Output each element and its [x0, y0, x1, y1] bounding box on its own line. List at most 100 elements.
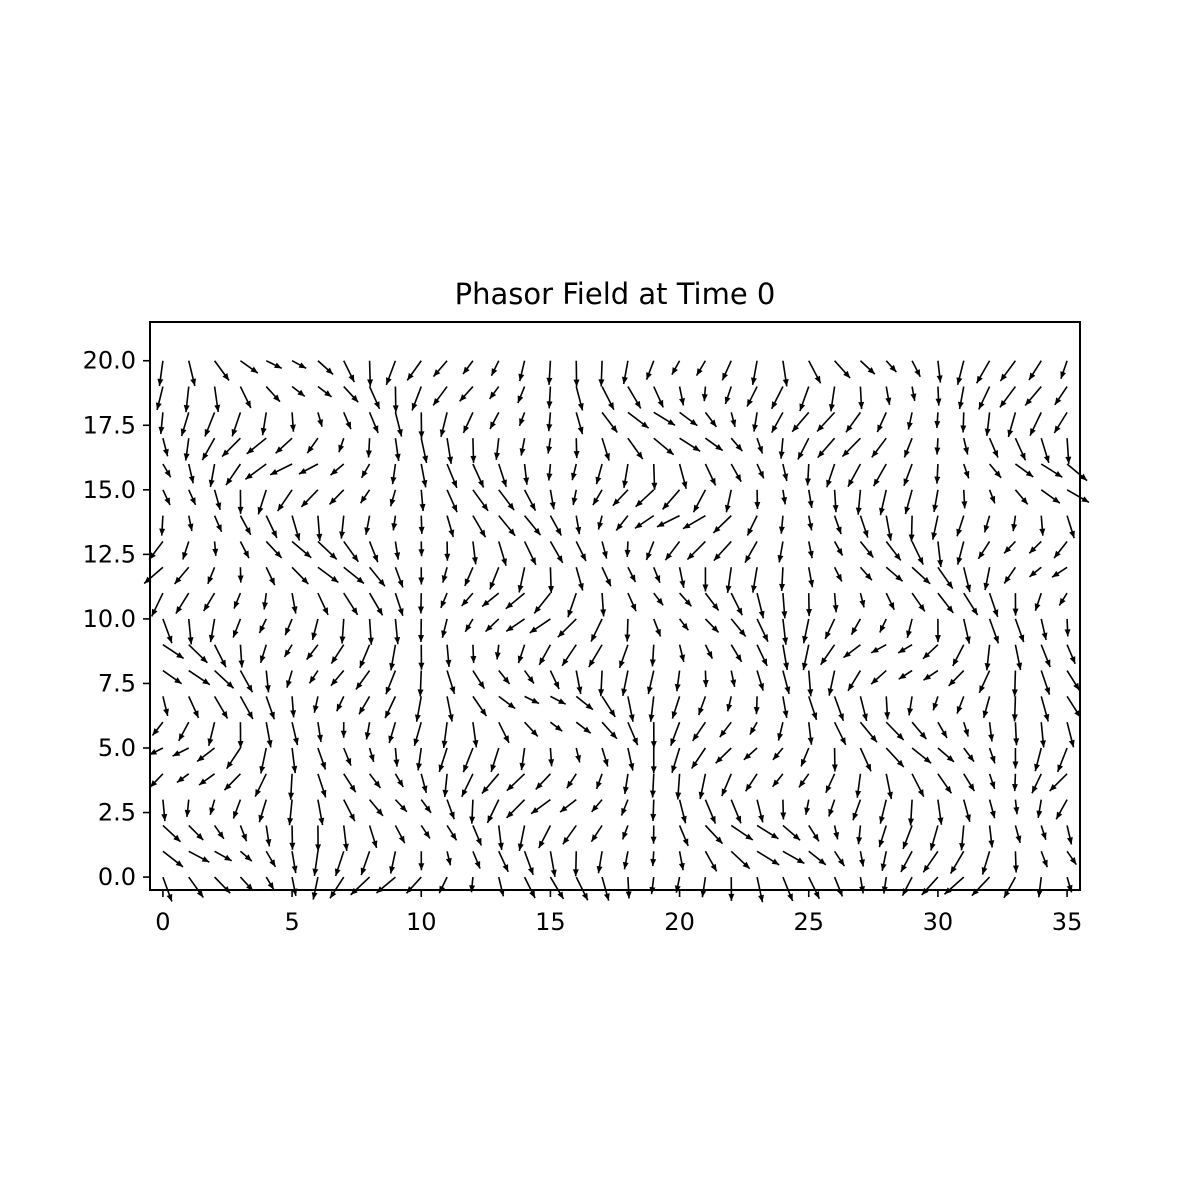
field-arrow — [601, 386, 615, 411]
field-arrow — [620, 799, 629, 816]
field-arrow — [1066, 721, 1075, 748]
field-arrow — [484, 618, 500, 633]
field-arrow — [291, 515, 301, 541]
field-arrow — [756, 437, 764, 454]
field-arrow — [678, 386, 685, 406]
field-arrow — [317, 412, 324, 427]
field-arrow — [756, 824, 779, 840]
field-arrow — [497, 463, 507, 488]
field-arrow — [590, 825, 603, 843]
field-arrow — [498, 515, 516, 537]
field-arrow — [442, 773, 449, 798]
field-arrow — [417, 593, 424, 614]
field-arrow — [417, 670, 424, 697]
field-arrow — [238, 644, 245, 668]
field-arrow — [650, 722, 657, 749]
field-arrow — [885, 592, 895, 611]
field-arrow — [446, 489, 458, 513]
field-arrow — [1040, 644, 1051, 668]
field-arrow — [365, 438, 372, 458]
field-arrow — [486, 799, 500, 824]
field-arrow — [359, 644, 371, 669]
field-arrow — [704, 850, 718, 872]
field-arrow — [232, 618, 242, 638]
field-arrow — [649, 773, 656, 798]
field-arrow — [550, 695, 567, 705]
field-arrow — [461, 773, 474, 798]
field-arrow — [446, 799, 455, 820]
field-arrow — [1014, 825, 1022, 844]
field-arrow — [312, 851, 319, 877]
field-arrow — [671, 747, 681, 774]
field-arrow — [265, 722, 273, 748]
field-arrow — [148, 540, 164, 561]
field-arrow — [385, 670, 397, 695]
field-arrow — [807, 567, 815, 588]
field-arrow — [719, 721, 732, 738]
field-arrow — [627, 437, 644, 460]
field-arrow — [911, 721, 928, 740]
x-tick-label: 0 — [155, 908, 170, 936]
field-arrow — [394, 825, 406, 844]
y-tick-label: 12.5 — [83, 540, 136, 568]
field-arrow — [690, 747, 707, 769]
field-arrow — [287, 799, 294, 826]
field-arrow — [802, 618, 810, 644]
field-arrow — [546, 438, 553, 454]
field-arrow — [782, 696, 789, 719]
field-arrow — [571, 489, 578, 506]
field-arrow — [557, 618, 577, 638]
y-tick-label: 0.0 — [98, 863, 136, 891]
field-arrow — [884, 696, 891, 720]
field-arrow — [704, 618, 720, 634]
field-arrow — [833, 515, 842, 535]
field-arrow — [778, 438, 785, 459]
field-arrow — [756, 799, 764, 823]
field-arrow — [446, 438, 454, 464]
field-arrow — [885, 773, 893, 800]
field-arrow — [343, 773, 357, 793]
field-arrow — [418, 515, 425, 534]
field-arrow — [317, 773, 327, 798]
field-arrow — [988, 722, 995, 742]
field-arrow — [746, 515, 758, 536]
field-arrow — [824, 618, 836, 640]
field-arrow — [937, 721, 948, 739]
field-arrow — [704, 824, 724, 845]
field-arrow — [368, 541, 379, 563]
field-arrow — [275, 437, 293, 454]
field-arrow — [704, 799, 717, 824]
field-arrow — [847, 463, 862, 488]
field-arrow — [828, 386, 836, 412]
field-arrow — [223, 773, 241, 791]
field-arrow — [885, 540, 902, 561]
field-arrow — [1053, 540, 1068, 559]
field-arrow — [782, 463, 789, 482]
field-arrow — [704, 592, 720, 612]
field-arrow — [420, 799, 432, 814]
field-arrow — [799, 386, 810, 412]
field-arrow — [855, 773, 862, 798]
field-arrow — [962, 618, 971, 644]
field-arrow — [283, 644, 293, 658]
field-arrow — [780, 799, 787, 820]
field-arrow — [817, 437, 836, 459]
field-arrow — [999, 386, 1017, 408]
field-arrow — [575, 541, 587, 562]
field-arrow — [859, 851, 865, 867]
field-arrow — [937, 541, 944, 568]
field-arrow — [1065, 438, 1072, 464]
field-arrow — [343, 747, 352, 766]
field-arrow — [291, 360, 307, 370]
field-arrow — [859, 515, 869, 538]
field-arrow — [730, 412, 737, 428]
field-arrow — [290, 696, 297, 718]
field-arrow — [911, 592, 926, 612]
field-arrow — [291, 721, 299, 746]
field-arrow — [669, 721, 681, 747]
field-arrow — [949, 850, 965, 874]
field-arrow — [931, 515, 939, 540]
field-arrow — [1039, 515, 1046, 536]
field-arrow — [804, 463, 811, 486]
field-arrow — [330, 463, 345, 476]
